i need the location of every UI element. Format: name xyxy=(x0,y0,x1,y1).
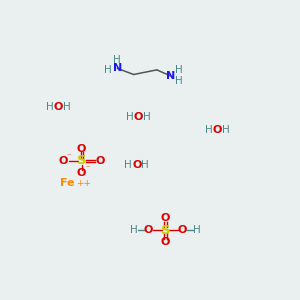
Text: O: O xyxy=(134,112,143,122)
Text: H: H xyxy=(113,55,121,65)
Text: H: H xyxy=(193,225,201,235)
Text: S: S xyxy=(77,154,86,167)
Text: H: H xyxy=(176,76,183,86)
Text: H: H xyxy=(63,102,71,112)
Text: H: H xyxy=(104,65,112,75)
Text: ++: ++ xyxy=(76,178,91,188)
Text: H: H xyxy=(46,102,54,112)
Text: H: H xyxy=(222,125,230,135)
Text: H: H xyxy=(130,225,137,235)
Text: O: O xyxy=(96,156,105,166)
Text: O: O xyxy=(161,237,170,247)
Text: N: N xyxy=(166,71,176,81)
Text: H: H xyxy=(141,160,149,170)
Text: O: O xyxy=(132,160,141,170)
Text: Fe: Fe xyxy=(61,178,75,188)
Text: O: O xyxy=(161,214,170,224)
Text: H: H xyxy=(205,125,213,135)
Text: S: S xyxy=(160,224,170,236)
Text: ⁻: ⁻ xyxy=(86,163,90,172)
Text: H: H xyxy=(124,160,132,170)
Text: O: O xyxy=(58,156,68,166)
Text: O: O xyxy=(178,225,187,235)
Text: O: O xyxy=(213,125,222,135)
Text: H: H xyxy=(143,112,151,122)
Text: O: O xyxy=(77,168,86,178)
Text: O: O xyxy=(77,144,86,154)
Text: O: O xyxy=(144,225,153,235)
Text: ⁻: ⁻ xyxy=(66,151,71,160)
Text: H: H xyxy=(176,65,183,75)
Text: O: O xyxy=(54,102,63,112)
Text: N: N xyxy=(113,63,122,73)
Text: H: H xyxy=(126,112,134,122)
